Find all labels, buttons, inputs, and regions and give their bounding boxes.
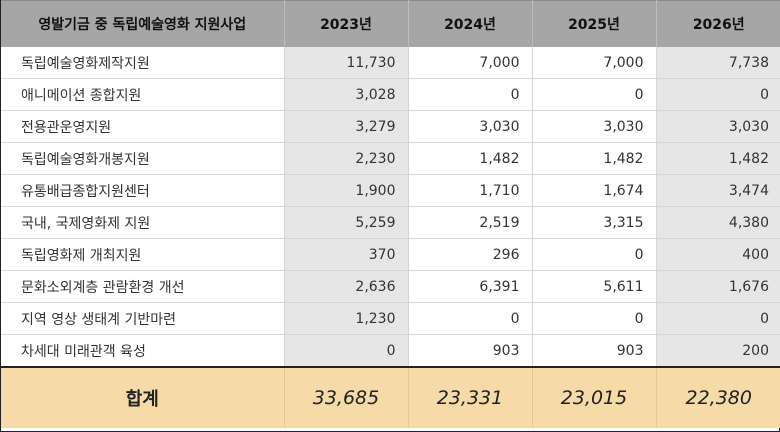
header-year-2024: 2024년 [408, 0, 533, 47]
cell-2023: 0 [284, 334, 409, 368]
cell-2023: 3,279 [284, 110, 409, 143]
cell-2025: 7,000 [532, 47, 657, 79]
table-row: 지역 영상 생태계 기반마련 1,230 0 0 0 [1, 302, 780, 335]
row-label: 독립영화제 개최지원 [1, 238, 285, 271]
row-label: 문화소외계층 관람환경 개선 [1, 270, 285, 303]
cell-2026: 1,482 [656, 142, 780, 175]
table-row: 유통배급종합지원센터 1,900 1,710 1,674 3,474 [1, 174, 780, 207]
cell-2023: 11,730 [284, 47, 409, 79]
cell-2026: 3,474 [656, 174, 780, 207]
cell-2026: 0 [656, 302, 780, 335]
cell-2023: 5,259 [284, 206, 409, 239]
row-label: 차세대 미래관객 육성 [1, 334, 285, 368]
row-label: 지역 영상 생태계 기반마련 [1, 302, 285, 335]
header-year-2025: 2025년 [532, 0, 657, 47]
cell-2024: 3,030 [408, 110, 533, 143]
table-row: 차세대 미래관객 육성 0 903 903 200 [1, 334, 780, 368]
header-row: 영발기금 중 독립예술영화 지원사업 2023년 2024년 2025년 202… [1, 0, 780, 47]
table-row: 애니메이션 종합지원 3,028 0 0 0 [1, 78, 780, 111]
total-2026: 22,380 [656, 367, 780, 428]
cell-2026: 400 [656, 238, 780, 271]
cell-2026: 0 [656, 78, 780, 111]
row-label: 유통배급종합지원센터 [1, 174, 285, 207]
row-label: 독립예술영화개봉지원 [1, 142, 285, 175]
row-label: 전용관운영지원 [1, 110, 285, 143]
cell-2024: 6,391 [408, 270, 533, 303]
table-row: 독립영화제 개최지원 370 296 0 400 [1, 238, 780, 271]
row-label: 애니메이션 종합지원 [1, 78, 285, 111]
cell-2024: 903 [408, 334, 533, 368]
cell-2024: 7,000 [408, 47, 533, 79]
cell-2024: 1,482 [408, 142, 533, 175]
header-title: 영발기금 중 독립예술영화 지원사업 [1, 0, 285, 47]
total-2024: 23,331 [408, 367, 533, 428]
table-row: 독립예술영화개봉지원 2,230 1,482 1,482 1,482 [1, 142, 780, 175]
header-year-2023: 2023년 [284, 0, 409, 47]
cell-2025: 1,482 [532, 142, 657, 175]
cell-2026: 3,030 [656, 110, 780, 143]
cell-2023: 3,028 [284, 78, 409, 111]
cell-2025: 5,611 [532, 270, 657, 303]
cell-2024: 0 [408, 78, 533, 111]
cell-2026: 1,676 [656, 270, 780, 303]
cell-2025: 0 [532, 238, 657, 271]
row-label: 국내, 국제영화제 지원 [1, 206, 285, 239]
cell-2024: 296 [408, 238, 533, 271]
cell-2026: 200 [656, 334, 780, 368]
table-row: 독립예술영화제작지원 11,730 7,000 7,000 7,738 [1, 47, 780, 79]
total-label: 합계 [1, 367, 285, 428]
total-row: 합계 33,685 23,331 23,015 22,380 [1, 367, 780, 428]
table-row: 문화소외계층 관람환경 개선 2,636 6,391 5,611 1,676 [1, 270, 780, 303]
cell-2025: 0 [532, 302, 657, 335]
cell-2025: 3,030 [532, 110, 657, 143]
row-label: 독립예술영화제작지원 [1, 47, 285, 79]
cell-2025: 0 [532, 78, 657, 111]
header-year-2026: 2026년 [656, 0, 780, 47]
table-row: 전용관운영지원 3,279 3,030 3,030 3,030 [1, 110, 780, 143]
cell-2025: 903 [532, 334, 657, 368]
cell-2024: 2,519 [408, 206, 533, 239]
cell-2023: 1,900 [284, 174, 409, 207]
cell-2023: 370 [284, 238, 409, 271]
cell-2023: 2,230 [284, 142, 409, 175]
cell-2023: 2,636 [284, 270, 409, 303]
cell-2025: 1,674 [532, 174, 657, 207]
total-2023: 33,685 [284, 367, 409, 428]
cell-2024: 1,710 [408, 174, 533, 207]
cell-2026: 4,380 [656, 206, 780, 239]
cell-2025: 3,315 [532, 206, 657, 239]
cell-2026: 7,738 [656, 47, 780, 79]
cell-2023: 1,230 [284, 302, 409, 335]
total-2025: 23,015 [532, 367, 657, 428]
cell-2024: 0 [408, 302, 533, 335]
table-row: 국내, 국제영화제 지원 5,259 2,519 3,315 4,380 [1, 206, 780, 239]
